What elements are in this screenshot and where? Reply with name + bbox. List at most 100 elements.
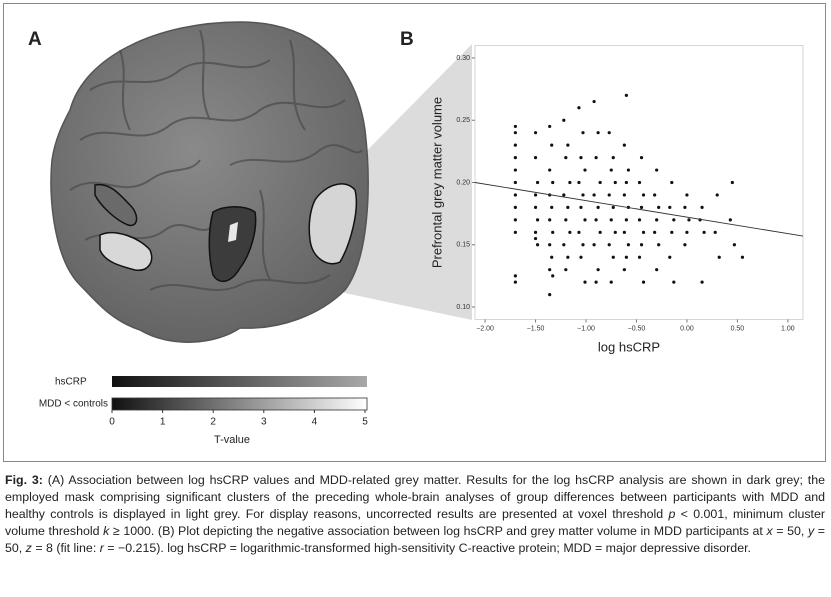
point: [533, 155, 538, 160]
caption-text: x: [766, 524, 773, 538]
point: [564, 268, 568, 272]
point: [592, 243, 596, 247]
point: [581, 243, 585, 247]
panel-label: B: [400, 29, 414, 50]
point: [533, 236, 538, 241]
point: [717, 255, 721, 259]
caption-text: (A) Association between log hsCRP values…: [5, 473, 825, 521]
point: [700, 280, 704, 284]
point: [728, 218, 732, 222]
point: [622, 193, 626, 197]
point: [513, 180, 517, 185]
colorbar: [111, 397, 368, 411]
figure: A B hsCRP MDD < controls T-value 0 1 2 3 4 5 −…: [28, 21, 804, 446]
point: [598, 180, 602, 185]
point: [513, 230, 517, 234]
point: [564, 155, 568, 160]
point: [639, 205, 644, 210]
point: [685, 230, 689, 234]
point: [583, 168, 587, 172]
point: [607, 193, 611, 197]
point: [740, 255, 745, 259]
point: [613, 230, 617, 234]
brain-gyri: [69, 29, 363, 291]
point: [655, 168, 659, 172]
point: [657, 243, 661, 247]
point: [655, 268, 659, 272]
colorbar-tick-label: 5: [362, 417, 368, 428]
point: [653, 193, 657, 197]
point: [702, 230, 706, 234]
point: [622, 268, 626, 272]
point: [548, 168, 552, 172]
point: [683, 205, 687, 210]
point: [535, 180, 540, 185]
figure-frame: [3, 3, 826, 462]
point: [641, 193, 646, 197]
cluster-dark: [208, 206, 257, 283]
point: [513, 155, 517, 160]
point: [639, 243, 644, 247]
point: [613, 180, 617, 185]
point: [592, 193, 596, 197]
point: [668, 255, 672, 259]
point: [513, 143, 517, 147]
cluster-light: [99, 231, 153, 271]
point: [564, 218, 568, 222]
cluster-light: [228, 222, 238, 242]
panel-label: A: [28, 29, 42, 50]
point: [583, 280, 587, 284]
point: [568, 230, 572, 234]
point: [566, 255, 570, 259]
caption-text: p: [668, 507, 676, 521]
point: [672, 218, 676, 222]
point: [562, 118, 566, 122]
x-tick-label: −1.00: [577, 325, 595, 332]
point: [550, 255, 554, 259]
point: [715, 193, 719, 197]
point: [592, 99, 596, 104]
point: [562, 193, 566, 197]
point: [626, 168, 631, 172]
colorbar: [112, 376, 367, 387]
y-tick-label: 0.20: [456, 179, 470, 186]
point: [566, 143, 570, 147]
point: [550, 205, 554, 210]
point: [579, 205, 583, 210]
caption-text: = 50,: [5, 524, 825, 555]
colorbar-tick-label: 4: [312, 417, 318, 428]
point: [611, 155, 615, 160]
point: [535, 243, 540, 247]
point: [594, 218, 598, 222]
point: [624, 218, 628, 222]
x-tick-label: 0.50: [731, 325, 745, 332]
point: [687, 218, 691, 222]
point: [550, 143, 554, 147]
zoom-wedge: [338, 44, 472, 320]
point: [670, 180, 674, 185]
point: [551, 230, 555, 234]
point: [713, 230, 717, 234]
point: [533, 205, 538, 210]
point: [607, 243, 611, 247]
y-tick-label: 0.25: [456, 117, 470, 124]
point: [641, 280, 646, 284]
point: [568, 180, 572, 185]
point: [624, 255, 628, 259]
point: [639, 155, 644, 160]
point: [607, 131, 611, 135]
point: [655, 218, 659, 222]
colorbar-tick-label: 1: [160, 417, 166, 428]
x-tick-label: −0.50: [628, 325, 646, 332]
point: [637, 180, 642, 185]
caption-text: y: [807, 524, 815, 538]
point: [626, 243, 631, 247]
caption-text: ≥ 1000. (B) Plot depicting the negative …: [109, 524, 767, 538]
point: [579, 155, 583, 160]
colorbar-tick-label: 0: [109, 417, 115, 428]
point: [700, 205, 704, 210]
caption-text: Fig. 3:: [5, 473, 43, 487]
point: [598, 230, 602, 234]
x-tick-label: −2.00: [476, 325, 494, 332]
